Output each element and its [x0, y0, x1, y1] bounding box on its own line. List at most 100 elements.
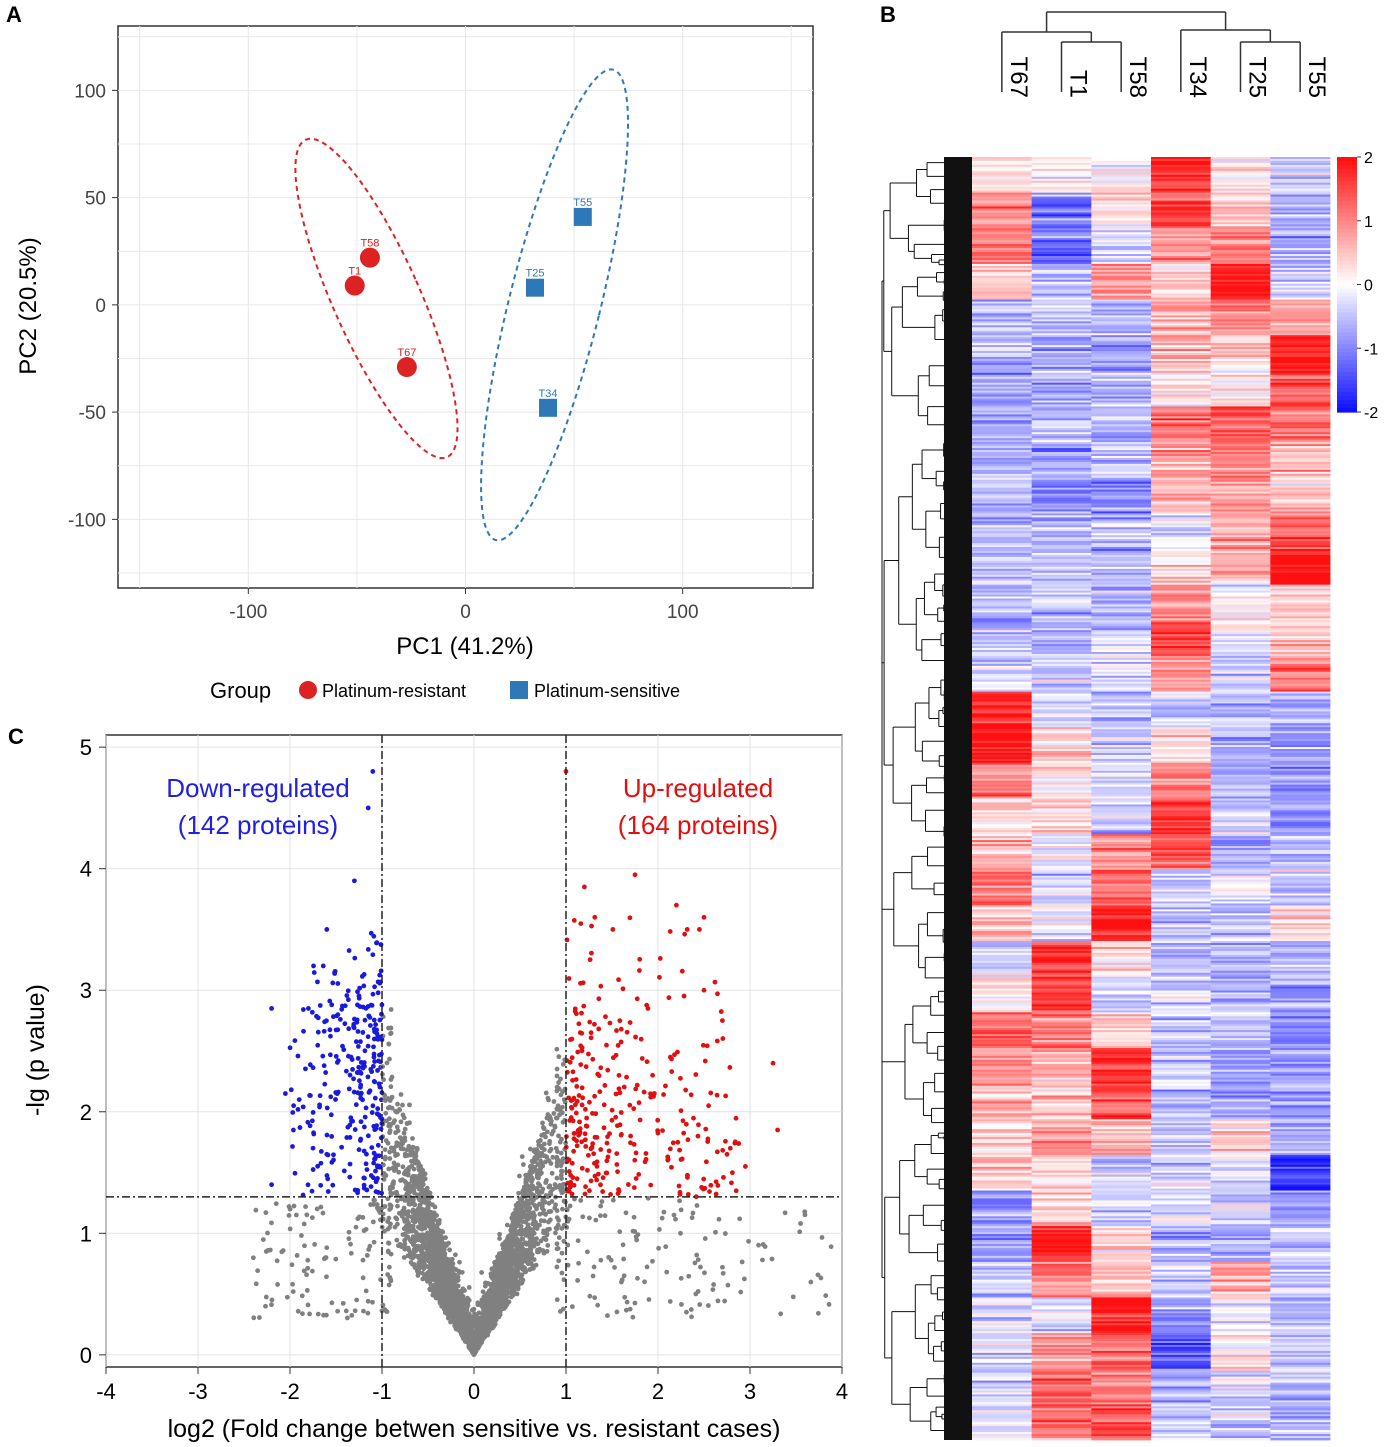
heatmap-cell [1151, 937, 1212, 940]
heatmap-cell [1031, 592, 1092, 595]
heatmap-cell [1151, 438, 1212, 441]
heatmap-cell [1151, 596, 1212, 599]
heatmap-cell [1091, 416, 1152, 419]
heatmap-cell [1031, 1071, 1092, 1075]
heatmap-cell [972, 650, 1033, 653]
heatmap-cell [1151, 416, 1212, 419]
heatmap-cell [972, 1067, 1033, 1071]
heatmap-cell [1210, 681, 1271, 685]
heatmap-cell [972, 610, 1033, 613]
sample-label: T25 [526, 268, 545, 280]
heatmap-cell [1151, 382, 1212, 386]
heatmap-cell [1151, 279, 1212, 283]
heatmap-cell [1091, 531, 1152, 534]
heatmap-cell [1091, 778, 1152, 782]
heatmap-cell [1091, 257, 1152, 261]
heatmap-cell [1031, 566, 1092, 570]
heatmap-cell [1091, 935, 1152, 938]
heatmap-cell [1151, 511, 1212, 514]
heatmap-cell [1270, 651, 1331, 655]
heatmap-cell [1151, 285, 1212, 289]
heatmap-cell [1031, 220, 1092, 223]
heatmap-cell [1091, 202, 1152, 205]
heatmap-cell [1031, 511, 1092, 514]
heatmap-cell [1091, 606, 1152, 609]
heatmap-cell [1091, 671, 1152, 675]
heatmap-cell [1031, 252, 1092, 255]
heatmap-cell [1091, 208, 1152, 211]
heatmap-cell [1151, 758, 1212, 762]
heatmap-cell [1270, 164, 1331, 168]
heatmap-cell [972, 552, 1033, 556]
heatmap-cell [1210, 879, 1271, 883]
heatmap-cell [1210, 945, 1271, 948]
heatmap-cell [1151, 220, 1212, 223]
sample-label: T1 [348, 266, 361, 278]
heatmap-cell [1031, 321, 1092, 324]
heatmap-cell [972, 1111, 1033, 1114]
heatmap-cell [1151, 255, 1212, 259]
heatmap-cell [1091, 679, 1152, 683]
heatmap-cell [1151, 1012, 1212, 1015]
heatmap-cell [1031, 1077, 1092, 1081]
heatmap-cell [1091, 353, 1152, 356]
heatmap-cell [1031, 865, 1092, 869]
heatmap-cell [1210, 576, 1271, 580]
heatmap-cell [1031, 1107, 1092, 1110]
heatmap-cell [1031, 226, 1092, 229]
heatmap-cell [1151, 485, 1212, 489]
column-label-T25: T25 [1244, 57, 1271, 98]
heatmap-cell [1270, 952, 1331, 956]
heatmap-cell [1210, 713, 1271, 716]
heatmap-cell [1210, 632, 1271, 635]
heatmap-cell [1151, 214, 1212, 217]
heatmap-cell [1151, 648, 1212, 651]
heatmap-cell [1031, 311, 1092, 314]
heatmap-cell [1091, 941, 1152, 944]
heatmap-cell [1091, 747, 1152, 750]
heatmap-cell [1091, 665, 1152, 669]
heatmap-cell [1151, 954, 1212, 958]
heatmap-cell [1151, 1010, 1212, 1013]
heatmap-cell [1151, 434, 1212, 437]
heatmap-cell [1270, 481, 1331, 485]
heatmap-cell [1210, 459, 1271, 463]
heatmap-cell [1270, 519, 1331, 522]
heatmap-cell [1151, 1038, 1212, 1041]
heatmap-cell [1151, 162, 1212, 166]
heatmap-cell [1151, 1069, 1212, 1073]
heatmap-cell [1031, 469, 1092, 473]
heatmap-cell [1151, 636, 1212, 639]
heatmap-cell [972, 794, 1033, 797]
heatmap-cell [1091, 651, 1152, 655]
heatmap-cell [1031, 760, 1092, 764]
heatmap-cell [1031, 608, 1092, 611]
heatmap-cell [1031, 1014, 1092, 1017]
heatmap-cell [1091, 1103, 1152, 1106]
heatmap-cell [1031, 529, 1092, 532]
heatmap-cell [1091, 1053, 1152, 1057]
heatmap-cell [1270, 760, 1331, 764]
heatmap-cell [1031, 1129, 1092, 1132]
heatmap-cell [972, 642, 1033, 645]
heatmap-cell [1210, 250, 1271, 253]
heatmap-cell [1031, 895, 1092, 898]
heatmap-cell [1151, 311, 1212, 314]
heatmap-cell [1210, 913, 1271, 916]
heatmap-cell [1210, 705, 1271, 708]
heatmap-cell [1151, 594, 1212, 597]
heatmap-cell [1151, 410, 1212, 413]
heatmap-cell [1091, 578, 1152, 582]
heatmap-cell [1031, 337, 1092, 340]
heatmap-cell [972, 701, 1033, 704]
heatmap-cell [1091, 240, 1152, 243]
heatmap-cell [1031, 463, 1092, 467]
heatmap-cell [1091, 568, 1152, 572]
heatmap-cell [1210, 461, 1271, 465]
heatmap-cell [1210, 620, 1271, 623]
heatmap-cell [1151, 867, 1212, 871]
heatmap-cell [1151, 273, 1212, 277]
heatmap-cell [1151, 847, 1212, 851]
heatmap-cell [1210, 747, 1271, 750]
heatmap-cell [1210, 418, 1271, 421]
